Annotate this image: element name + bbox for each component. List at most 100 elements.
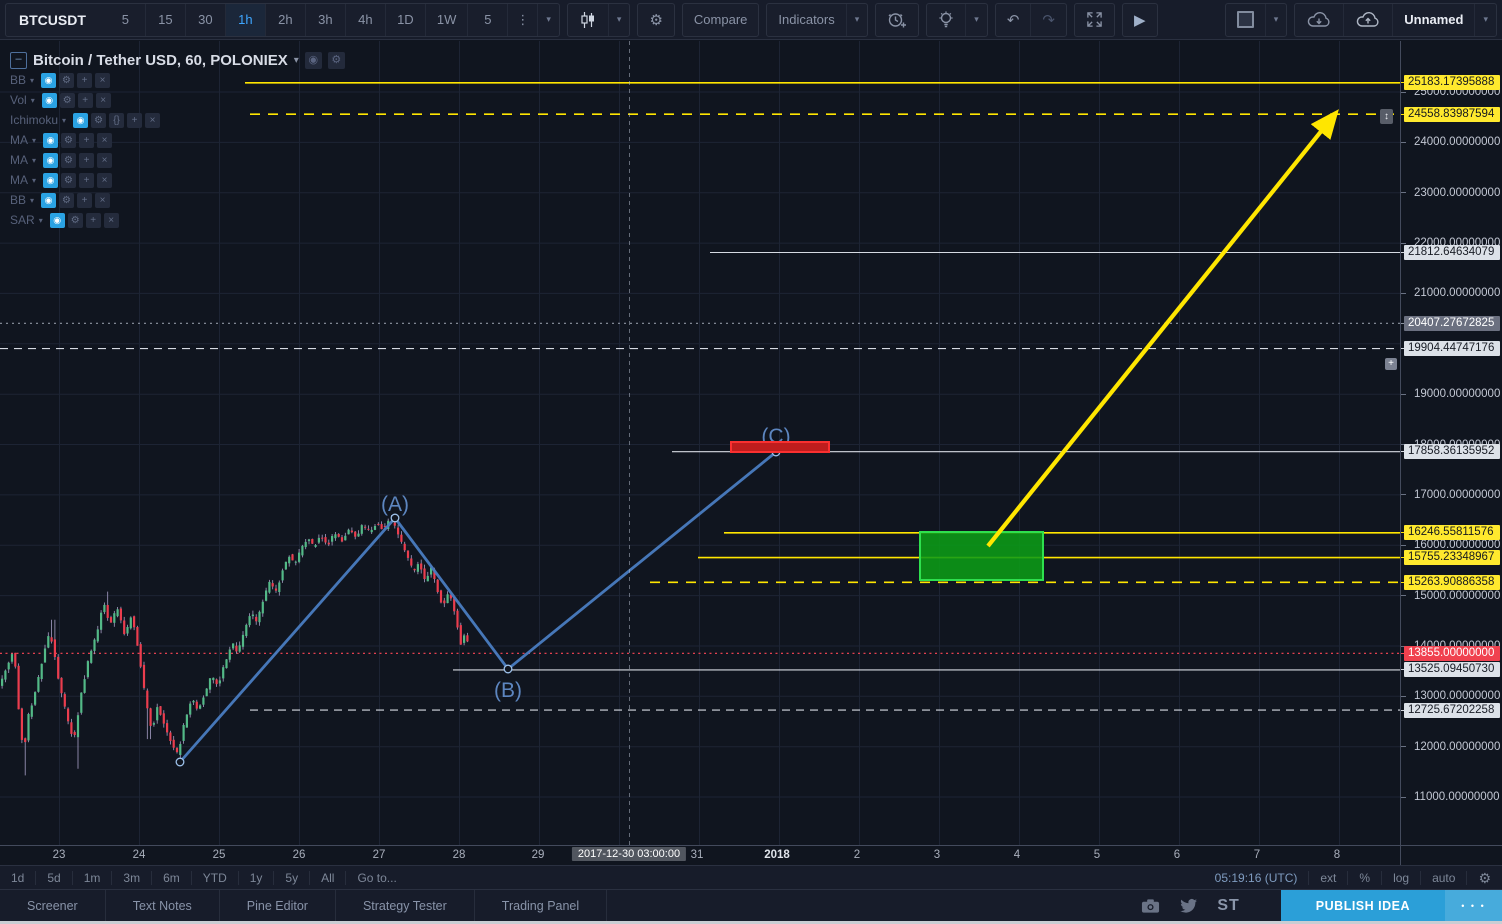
indicator-caret-icon[interactable]: ▾ [38,215,43,225]
indicator-settings-icon[interactable]: ⚙ [59,192,75,208]
legend-settings-icon[interactable]: ⚙ [327,51,345,69]
indicator-add-icon[interactable]: + [79,172,95,188]
indicator-eye-icon[interactable]: ◉ [49,212,65,228]
range-button-6m[interactable]: 6m [151,870,191,885]
save-layout-cloud-icon[interactable] [1343,3,1392,36]
timeframe-1d[interactable]: 1D [384,3,425,36]
indicator-caret-icon[interactable]: ▾ [32,135,37,145]
indicator-add-icon[interactable]: + [77,192,93,208]
indicator-settings-icon[interactable]: ⚙ [67,212,83,228]
interval-dropdown-caret[interactable]: ▾ [537,3,559,36]
auto-scale-toggle[interactable]: auto [1420,870,1466,885]
tab-trading-panel[interactable]: Trading Panel [475,890,608,921]
indicator-eye-icon[interactable]: ◉ [43,152,59,168]
time-axis[interactable]: 23 24 25 26 27 28 29 2017-12-30 03:00:00 31 2018 2… [0,845,1400,865]
entry-zone[interactable] [919,531,1044,581]
tab-pine-editor[interactable]: Pine Editor [220,890,336,921]
range-button-goto[interactable]: Go to... [345,870,407,885]
layout-caret[interactable]: ▾ [1264,3,1287,36]
bar-replay-icon[interactable]: ▶ [1133,11,1146,29]
add-level-plus-icon[interactable]: + [1385,358,1397,370]
indicator-add-icon[interactable]: + [79,132,95,148]
indicator-settings-icon[interactable]: ⚙ [61,132,77,148]
indicator-source-icon[interactable]: {} [109,112,125,128]
range-button-5d[interactable]: 5d [35,870,71,885]
scales-settings-gear-icon[interactable]: ⚙ [1466,870,1502,885]
indicator-add-icon[interactable]: + [77,92,93,108]
idea-bulb-icon[interactable] [927,4,965,36]
symbol-title-caret[interactable]: ▾ [293,54,299,66]
tab-text-notes[interactable]: Text Notes [106,890,220,921]
timeframe-3h[interactable]: 3h [304,3,345,36]
indicator-add-icon[interactable]: + [77,72,93,88]
add-alert-icon[interactable] [876,4,918,36]
indicator-caret-icon[interactable]: ▾ [32,155,37,165]
timeframe-1h[interactable]: 1h [224,3,265,36]
range-button-5y[interactable]: 5y [273,870,309,885]
range-button-ytd[interactable]: YTD [190,870,238,885]
timeframe-5[interactable]: 5 [121,12,129,27]
load-layout-cloud-icon[interactable] [1295,4,1343,36]
indicator-eye-icon[interactable]: ◉ [43,132,59,148]
range-button-all[interactable]: All [309,870,345,885]
layout-grid-icon[interactable] [1226,4,1265,36]
timeframe-2h[interactable]: 2h [264,3,305,36]
indicator-remove-icon[interactable]: × [95,72,111,88]
legend-eye-icon[interactable]: ◉ [304,51,322,69]
candlestick-style-icon[interactable] [568,4,608,36]
indicator-add-icon[interactable]: + [85,212,101,228]
indicator-add-icon[interactable]: + [127,112,143,128]
price-range-handle-icon[interactable]: ↕ [1380,109,1393,124]
timeframe-4h[interactable]: 4h [344,3,385,36]
indicator-caret-icon[interactable]: ▾ [30,95,35,105]
indicator-settings-icon[interactable]: ⚙ [61,172,77,188]
range-button-1d[interactable]: 1d [11,870,25,885]
indicator-remove-icon[interactable]: × [97,172,113,188]
undo-icon[interactable]: ↶ [1006,11,1020,29]
chart-canvas[interactable]: (A) (B) (C) ↕ + [0,41,1400,845]
twitter-icon[interactable] [1179,898,1198,914]
indicator-settings-icon[interactable]: ⚙ [59,92,75,108]
indicator-eye-icon[interactable]: ◉ [41,92,57,108]
indicators-button[interactable]: Indicators [778,12,835,27]
indicator-eye-icon[interactable]: ◉ [41,72,57,88]
price-axis[interactable]: 25000.00000000 24000.00000000 23000.000000… [1400,41,1502,845]
collapse-panel-icon[interactable]: – [10,51,27,69]
percent-scale-toggle[interactable]: % [1347,870,1381,885]
indicator-remove-icon[interactable]: × [95,92,111,108]
indicator-remove-icon[interactable]: × [97,132,113,148]
indicator-remove-icon[interactable]: × [145,112,161,128]
more-intervals-icon[interactable]: ⋮ [507,3,537,36]
timeframe-15[interactable]: 15 [144,3,185,36]
indicator-settings-icon[interactable]: ⚙ [59,72,75,88]
chart-properties-gear-icon[interactable]: ⚙ [649,11,663,29]
indicator-add-icon[interactable]: + [79,152,95,168]
indicator-eye-icon[interactable]: ◉ [43,172,59,188]
level-lines[interactable] [0,82,1400,711]
indicator-remove-icon[interactable]: × [95,192,111,208]
snapshot-camera-icon[interactable] [1141,898,1160,914]
stocktwits-button[interactable]: ST [1217,896,1240,914]
indicator-caret-icon[interactable]: ▾ [30,195,35,205]
tab-screener[interactable]: Screener [0,890,106,921]
timeframe-5[interactable]: 5 [467,3,507,36]
indicator-caret-icon[interactable]: ▾ [30,75,35,85]
layout-name-caret[interactable]: ▾ [1474,3,1496,36]
layout-name-button[interactable]: Unnamed [1392,3,1474,36]
extended-hours-toggle[interactable]: ext [1308,870,1347,885]
timeframe-30[interactable]: 30 [184,3,225,36]
resistance-zone[interactable] [730,441,830,453]
redo-icon[interactable]: ↷ [1030,3,1066,36]
range-button-1m[interactable]: 1m [71,870,112,885]
indicator-eye-icon[interactable]: ◉ [41,192,57,208]
target-arrow[interactable] [986,109,1339,548]
indicator-settings-icon[interactable]: ⚙ [91,112,107,128]
symbol-button[interactable]: BTCUSDT [19,11,86,28]
indicator-remove-icon[interactable]: × [97,152,113,168]
indicators-caret[interactable]: ▾ [845,3,868,36]
chart-style-caret[interactable]: ▾ [607,3,630,36]
timeframe-1w[interactable]: 1W [424,3,468,36]
range-button-3m[interactable]: 3m [111,870,151,885]
indicator-eye-icon[interactable]: ◉ [73,112,89,128]
clock-utc[interactable]: 05:19:16 (UTC) [1214,870,1298,885]
